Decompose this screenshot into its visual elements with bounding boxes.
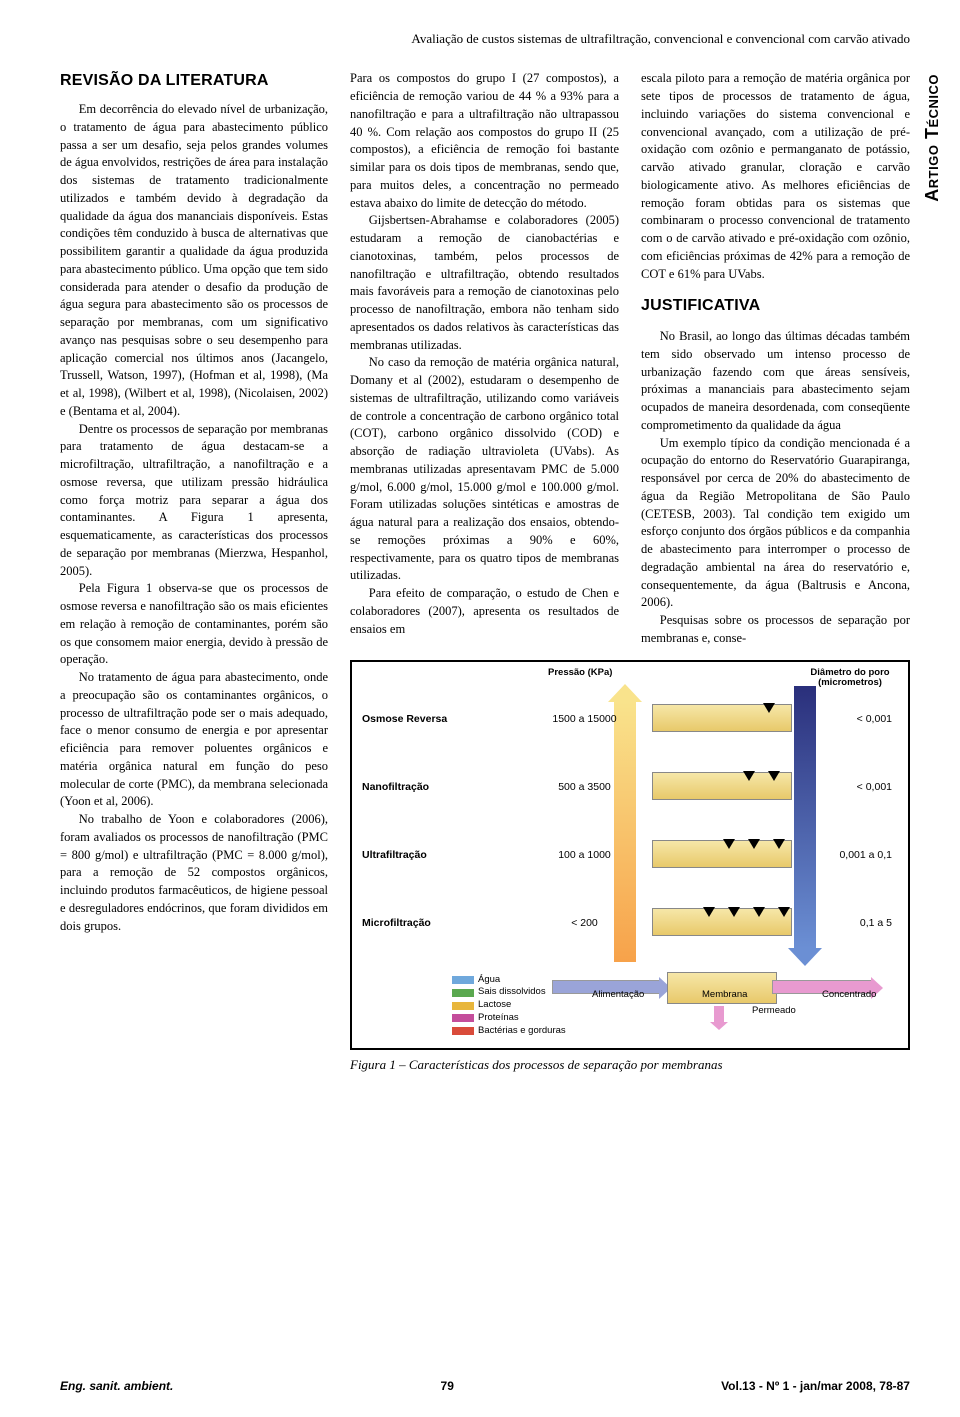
section-heading-revisao: REVISÃO DA LITERATURA [60, 70, 328, 93]
pressure-header: Pressão (KPa) [548, 668, 612, 678]
legend-item: Proteínas [452, 1012, 566, 1025]
page-number: 79 [441, 1378, 454, 1395]
figure-1: Pressão (KPa) Diâmetro do poro (micromet… [350, 660, 910, 1074]
volume-info: Vol.13 - Nº 1 - jan/mar 2008, 78-87 [721, 1378, 910, 1395]
membrane-row-micro: Microfiltração < 200 0,1 a 5 [362, 896, 898, 956]
permeate-arrow [714, 1006, 724, 1022]
legend-item: Lactose [452, 999, 566, 1012]
feed-label: Alimentação [592, 988, 644, 1001]
content-columns: REVISÃO DA LITERATURA Em decorrência do … [60, 70, 910, 1074]
legend-item: Bactérias e gorduras [452, 1025, 566, 1038]
paragraph: Para efeito de comparação, o estudo de C… [350, 585, 619, 638]
paragraph: No tratamento de água para abastecimento… [60, 669, 328, 811]
membrane-bottom-label: Membrana [702, 988, 747, 1001]
paragraph: No Brasil, ao longo das últimas décadas … [641, 328, 910, 435]
paragraph: No caso da remoção de matéria orgânica n… [350, 354, 619, 585]
membrane-band [652, 772, 792, 800]
column-2: Para os compostos do grupo I (27 compost… [350, 70, 619, 647]
membrane-label: Ultrafiltração [362, 848, 472, 863]
paragraph: escala piloto para a remoção de matéria … [641, 70, 910, 283]
pressure-value: 1500 a 15000 [542, 712, 627, 727]
paragraph: Um exemplo típico da condição mencionada… [641, 435, 910, 613]
legend-label: Proteínas [478, 1012, 519, 1025]
paragraph: Pela Figura 1 observa-se que os processo… [60, 580, 328, 669]
pressure-value: 500 a 3500 [542, 780, 627, 795]
legend-label: Sais dissolvidos [478, 986, 546, 999]
page-footer: Eng. sanit. ambient. 79 Vol.13 - Nº 1 - … [60, 1378, 910, 1395]
figure-legend: Água Sais dissolvidos Lactose Proteínas … [452, 974, 566, 1038]
figure-diagram: Pressão (KPa) Diâmetro do poro (micromet… [350, 660, 910, 1050]
membrane-label: Osmose Reversa [362, 712, 472, 727]
paragraph: Pesquisas sobre os processos de separaçã… [641, 612, 910, 648]
permeate-label: Permeado [752, 1004, 796, 1017]
pore-value: < 0,001 [822, 780, 892, 795]
column-1: REVISÃO DA LITERATURA Em decorrência do … [60, 70, 328, 1074]
paragraph: Gijsbertsen-Abrahamse e colaboradores (2… [350, 212, 619, 354]
legend-item: Sais dissolvidos [452, 986, 566, 999]
legend-item: Água [452, 974, 566, 987]
pressure-value: < 200 [542, 916, 627, 931]
paragraph: No trabalho de Yoon e colaboradores (200… [60, 811, 328, 935]
section-heading-justificativa: JUSTIFICATIVA [641, 295, 910, 318]
membrane-row-ultra: Ultrafiltração 100 a 1000 0,001 a 0,1 [362, 828, 898, 888]
membrane-label: Nanofiltração [362, 780, 472, 795]
concentrate-label: Concentrado [822, 988, 876, 1001]
membrane-band [652, 704, 792, 732]
running-head: Avaliação de custos sistemas de ultrafil… [60, 30, 910, 48]
figure-caption: Figura 1 – Características dos processos… [350, 1056, 910, 1074]
pore-value: < 0,001 [822, 712, 892, 727]
membrane-row-nano: Nanofiltração 500 a 3500 < 0,001 [362, 760, 898, 820]
pore-value: 0,001 a 0,1 [822, 848, 892, 863]
legend-label: Água [478, 974, 500, 987]
paragraph: Em decorrência do elevado nível de urban… [60, 101, 328, 421]
membrane-band [652, 908, 792, 936]
legend-label: Bactérias e gorduras [478, 1025, 566, 1038]
membrane-label: Microfiltração [362, 916, 472, 931]
pore-value: 0,1 a 5 [822, 916, 892, 931]
column-3: escala piloto para a remoção de matéria … [641, 70, 910, 647]
journal-name: Eng. sanit. ambient. [60, 1378, 173, 1395]
paragraph: Dentre os processos de separação por mem… [60, 421, 328, 581]
legend-label: Lactose [478, 999, 511, 1012]
pressure-value: 100 a 1000 [542, 848, 627, 863]
side-section-label: Artigo Técnico [920, 74, 946, 202]
membrane-band [652, 840, 792, 868]
membrane-row-osmose: Osmose Reversa 1500 a 15000 < 0,001 [362, 692, 898, 752]
paragraph: Para os compostos do grupo I (27 compost… [350, 70, 619, 212]
